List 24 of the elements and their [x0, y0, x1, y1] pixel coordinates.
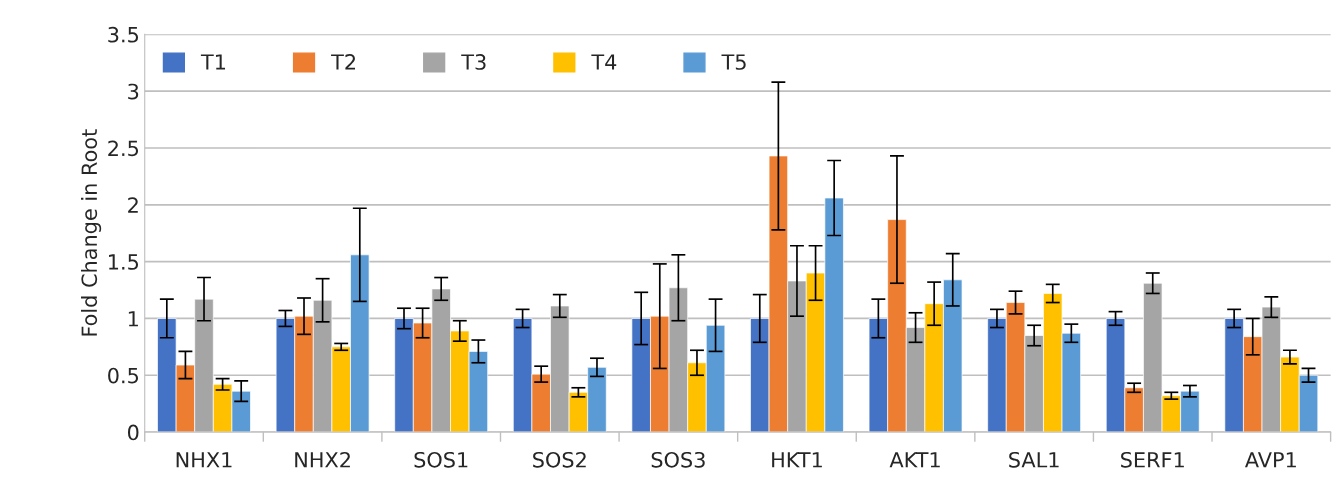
y-tick-label: 3 [128, 83, 139, 100]
y-tick-label: 0.5 [108, 367, 139, 384]
x-tick-label: SAL1 [1009, 451, 1059, 468]
y-axis-title: Fold Change in Root [81, 129, 102, 336]
y-tick-label: 0 [127, 424, 139, 441]
x-tick-label: AVP1 [1244, 452, 1296, 468]
legend-label: T5 [721, 54, 746, 70]
legend-label: T4 [591, 54, 617, 70]
legend-label: T1 [200, 54, 226, 70]
x-tick-label: SOS2 [533, 451, 586, 468]
x-tick-label: NHX1 [176, 452, 232, 468]
x-tick-label: SERF1 [1121, 451, 1184, 468]
y-tick-label: 2.5 [108, 140, 139, 157]
x-tick-label: NHX2 [295, 451, 350, 468]
x-tick-label: AKT1 [889, 452, 940, 468]
x-tick-label: SOS1 [414, 451, 468, 468]
x-tick-label: HKT1 [772, 452, 822, 468]
legend-label: T3 [461, 54, 486, 70]
legend-label: T2 [331, 54, 356, 70]
y-tick-label: 3.5 [108, 26, 139, 43]
y-tick-label: 2 [128, 197, 138, 213]
y-tick-label: 1.5 [109, 254, 139, 270]
y-tick-label: 1 [128, 311, 138, 327]
x-tick-label: SOS3 [651, 451, 705, 468]
